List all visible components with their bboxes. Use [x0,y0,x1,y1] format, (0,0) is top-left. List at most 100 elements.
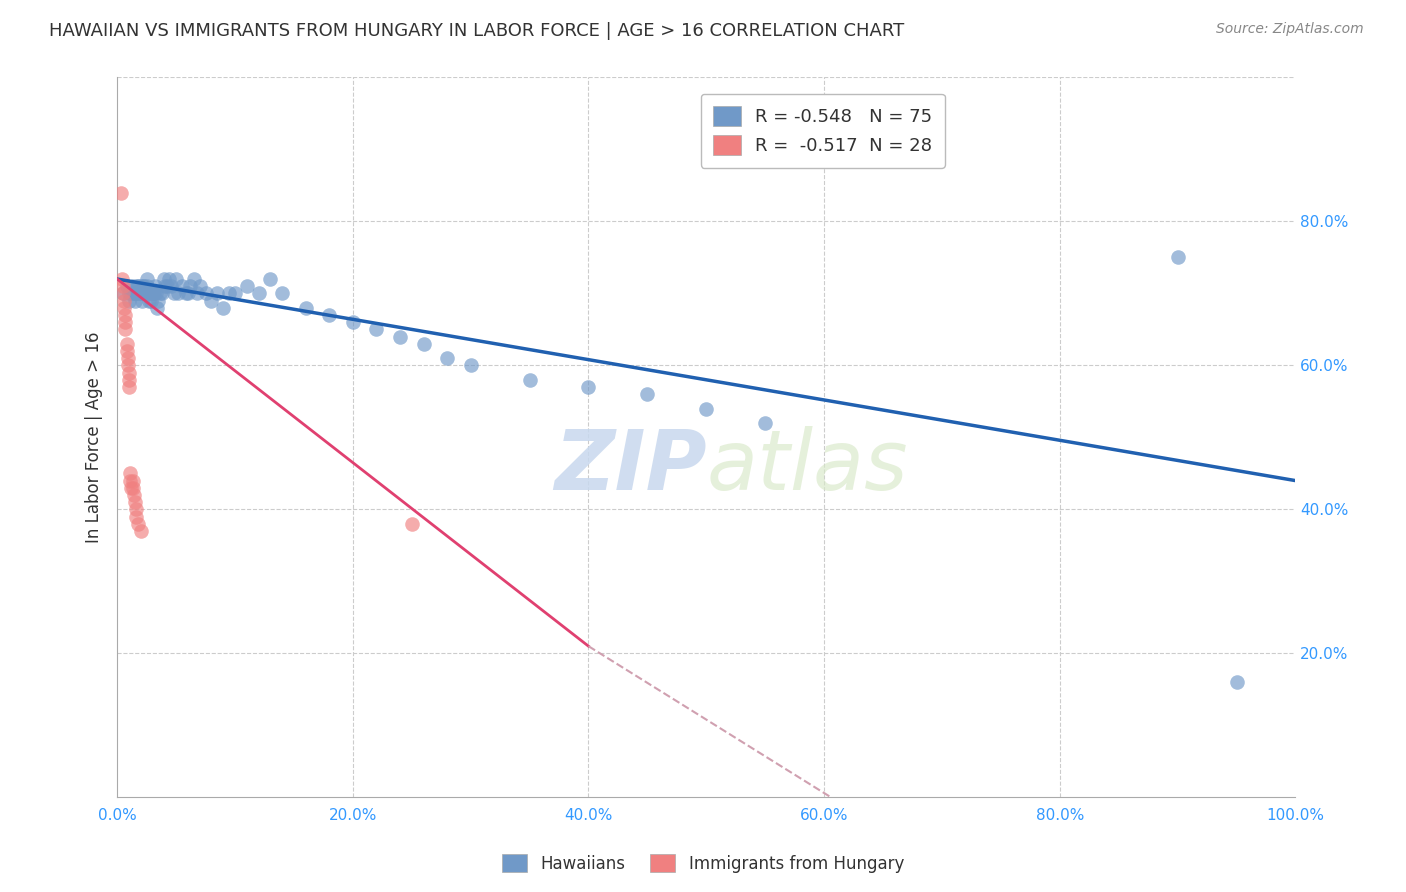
Point [132,286,155,301]
Point [200,293,222,308]
Point [124,286,146,301]
Text: ZIP: ZIP [554,425,706,507]
Point [143,279,166,293]
Point [135,272,157,286]
Point [145,286,167,301]
Point [294,301,316,315]
Point [135,279,157,293]
Point [132,279,155,293]
Point [115,279,138,293]
Point [129,524,152,538]
Point [366,322,388,336]
Text: atlas: atlas [706,425,908,507]
Point [122,286,145,301]
Point [125,502,148,516]
Point [167,286,190,301]
Point [412,336,434,351]
Point [342,315,364,329]
Point [134,286,156,301]
Point [157,272,180,286]
Point [163,286,186,301]
Point [156,279,179,293]
Point [120,481,142,495]
Point [174,286,197,301]
Point [148,293,170,308]
Legend: Hawaiians, Immigrants from Hungary: Hawaiians, Immigrants from Hungary [495,847,911,880]
Point [401,516,423,531]
Point [142,286,165,301]
Point [127,279,149,293]
Point [149,286,172,301]
Point [1167,251,1189,265]
Point [150,286,173,301]
Point [194,286,217,301]
Point [218,286,240,301]
Point [129,286,152,301]
Point [120,467,142,481]
Point [110,186,132,200]
Point [114,308,136,322]
Point [112,301,135,315]
Point [120,286,142,301]
Legend: R = -0.548   N = 75, R =  -0.517  N = 28: R = -0.548 N = 75, R = -0.517 N = 28 [700,94,945,168]
Point [121,474,143,488]
Point [141,286,163,301]
Y-axis label: In Labor Force | Age > 16: In Labor Force | Age > 16 [86,332,103,543]
Point [120,474,142,488]
Point [118,293,141,308]
Point [111,272,134,286]
Point [186,286,208,301]
Point [117,359,139,373]
Point [695,401,717,416]
Point [128,286,150,301]
Point [121,279,143,293]
Point [165,272,187,286]
Point [177,286,200,301]
Point [115,336,138,351]
Point [136,286,159,301]
Point [117,351,139,366]
Point [112,286,135,301]
Point [188,279,211,293]
Point [183,272,205,286]
Point [146,301,169,315]
Point [460,359,482,373]
Text: Source: ZipAtlas.com: Source: ZipAtlas.com [1216,22,1364,37]
Point [155,279,177,293]
Point [436,351,458,366]
Point [127,286,149,301]
Point [247,286,270,301]
Point [112,293,135,308]
Point [124,293,146,308]
Point [131,293,153,308]
Point [141,293,163,308]
Point [754,416,776,430]
Point [179,279,201,293]
Point [122,488,145,502]
Point [125,509,148,524]
Point [124,495,146,509]
Point [271,286,294,301]
Point [129,279,152,293]
Point [636,387,658,401]
Point [112,279,135,293]
Point [318,308,340,322]
Point [138,293,160,308]
Point [112,286,135,301]
Point [121,481,143,495]
Point [127,516,149,531]
Point [578,380,600,394]
Point [170,279,193,293]
Point [153,272,176,286]
Point [118,366,141,380]
Point [139,286,162,301]
Point [118,380,141,394]
Point [114,322,136,336]
Point [224,286,246,301]
Point [115,344,138,359]
Point [388,329,411,343]
Point [259,272,281,286]
Point [118,286,141,301]
Point [519,373,541,387]
Point [125,286,148,301]
